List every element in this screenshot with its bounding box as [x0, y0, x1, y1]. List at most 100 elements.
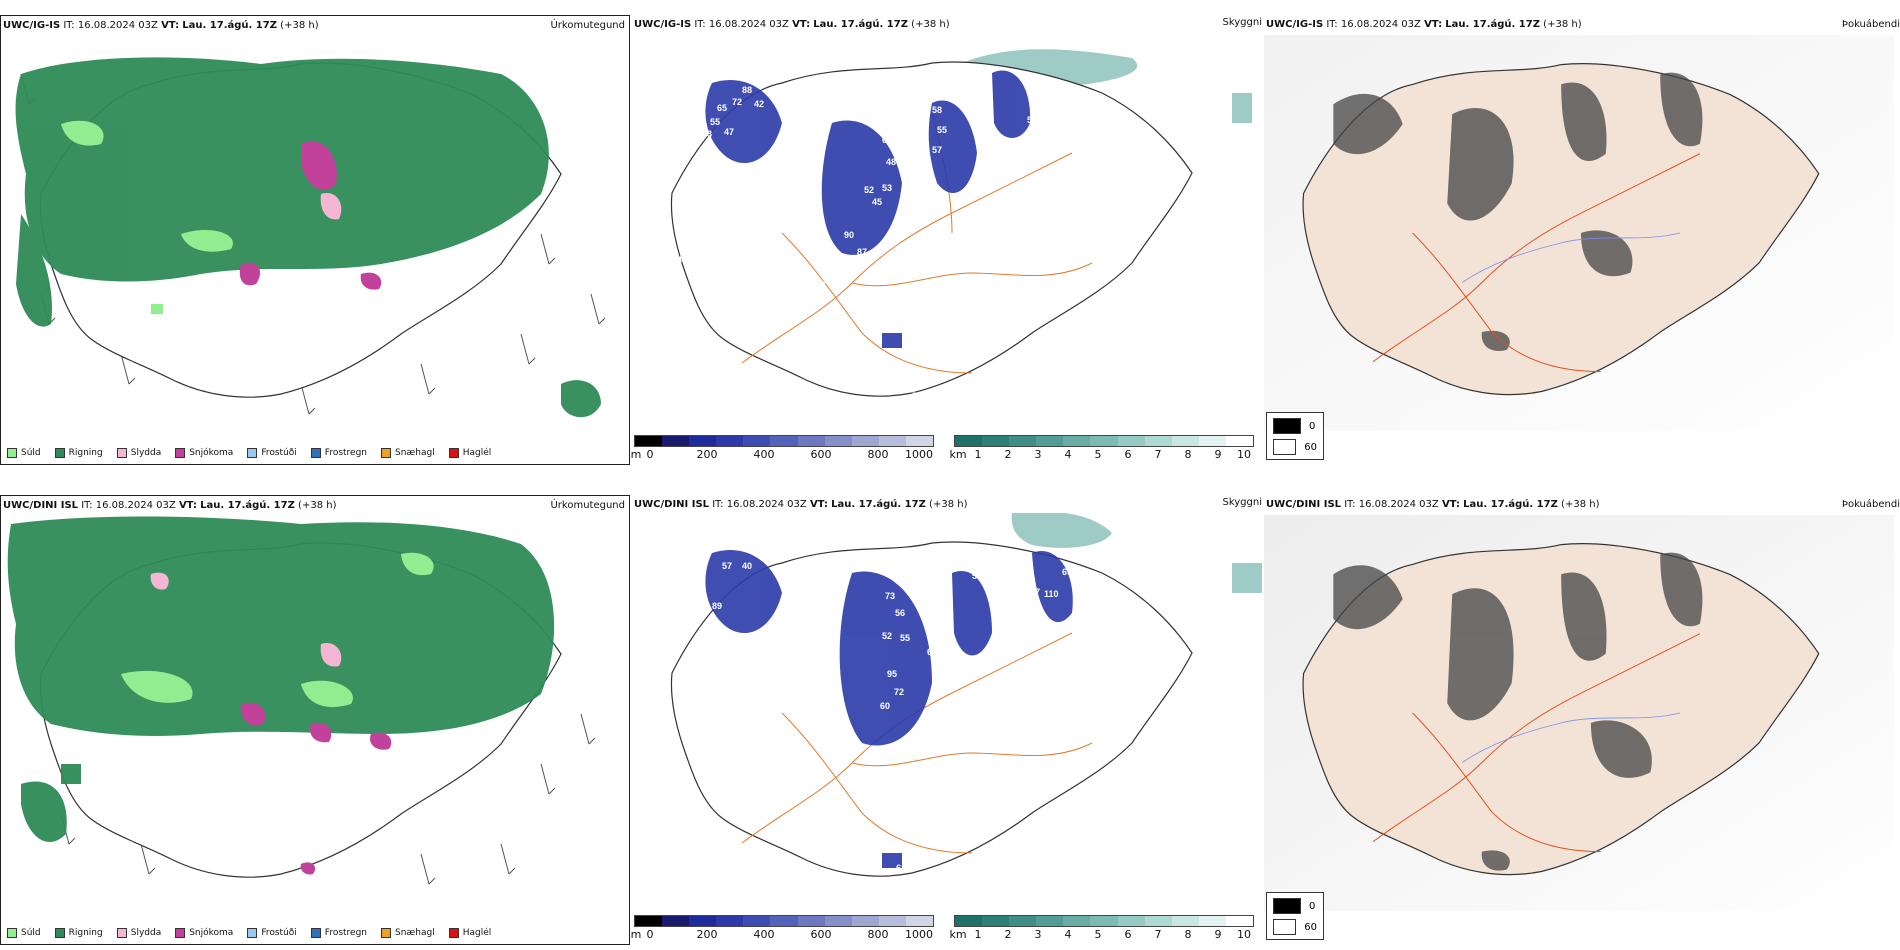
colorbar-tick: 4	[1064, 448, 1072, 461]
colorbar-tick: 9	[1214, 448, 1222, 461]
cloud-height-label: 110	[937, 225, 952, 235]
cloud-height-label: 59	[847, 265, 857, 275]
cloud-height-label: 95	[887, 669, 897, 679]
cloud-height-label: 89	[712, 601, 722, 611]
cloud-height-label: 57	[932, 145, 942, 155]
cloud-height-label: 80	[1042, 665, 1052, 675]
cloud-height-colorbar: m 0 200 400 600 800 1000	[630, 915, 934, 943]
colorbar-tick: 7	[1154, 448, 1162, 461]
fog-legend-label: 60	[1304, 441, 1317, 453]
cloud-height-label: 35	[672, 680, 682, 690]
legend-item: Frostúði	[247, 928, 297, 938]
cloud-height-label: 62	[896, 863, 906, 873]
cloud-height-label: 70	[894, 395, 904, 405]
precip-type-panel-2: UWC/DINI ISL IT: 16.08.2024 03Z VT: Lau.…	[0, 495, 630, 945]
cloud-height-label: 58	[932, 105, 942, 115]
visibility-map: 86 57 40 64 89 73 48 45 51 44 69 40 56 5…	[670, 513, 1262, 877]
cloud-height-label: 42	[754, 99, 764, 109]
cloud-height-label: 90	[844, 230, 854, 240]
cloud-height-label: 64	[797, 591, 807, 601]
fog-shading	[1333, 72, 1703, 351]
cloud-height-label: 96	[1050, 715, 1060, 725]
cloud-height-label: 55	[937, 125, 947, 135]
visibility-colorbar: km 1 2 3 4 5 6 7 8 9 10	[949, 915, 1254, 943]
fog-index-legend-2: 0 60	[1266, 892, 1324, 940]
cloud-height-label: 47	[724, 127, 734, 137]
cloud-height-label: 51	[972, 571, 982, 581]
cloud-height-label: 69	[900, 207, 910, 217]
panel-product-label: Skyggni	[1222, 17, 1262, 28]
cloud-height-label: 52	[882, 631, 892, 641]
fog-legend-label: 60	[1304, 921, 1317, 933]
snow-areas	[240, 702, 392, 875]
colorbar-tick: 0	[646, 928, 654, 941]
fog-legend-label: 0	[1309, 900, 1316, 912]
panel-title: UWC/DINI ISL IT: 16.08.2024 03Z VT: Lau.…	[1266, 499, 1600, 510]
cloud-height-label: 60	[880, 701, 890, 711]
cloud-height-label: 62	[1067, 137, 1077, 147]
fog-index-panel-1: UWC/IG-IS IT: 16.08.2024 03Z VT: Lau. 17…	[1264, 15, 1900, 465]
precip-type-legend: Súld Rigning Slydda Snjókoma Frostúði Fr…	[7, 448, 491, 458]
colorbar-tick: 800	[867, 928, 889, 941]
iceland-coastline	[1302, 543, 1820, 876]
cloud-height-label: 72	[732, 97, 742, 107]
colorbar-tick: 5	[1094, 928, 1102, 941]
cloud-height-label: 59	[822, 275, 832, 285]
road-network	[1372, 633, 1701, 853]
colorbar-tick: 8	[1184, 928, 1192, 941]
fog-index-map	[1264, 514, 1894, 912]
colorbar-tick: 3	[1034, 928, 1042, 941]
sea-fog-areas	[1011, 513, 1262, 593]
cloud-height-label: 50	[1027, 115, 1037, 125]
visibility-panel-2: UWC/DINI ISL IT: 16.08.2024 03Z VT: Lau.…	[630, 495, 1262, 945]
cloud-height-label: 88	[992, 720, 1002, 730]
colorbar-tick: 7	[1154, 928, 1162, 941]
cloud-height-label: 44	[1014, 571, 1024, 581]
colorbar-tick: 10	[1237, 928, 1251, 941]
colorbar-tick: 5	[1094, 448, 1102, 461]
cloud-height-label: 61	[1062, 103, 1072, 113]
road-network	[741, 112, 1093, 374]
cloud-height-label: 48	[922, 580, 932, 590]
cloud-height-label: 87	[857, 247, 867, 257]
cloud-height-label: 61	[927, 647, 937, 657]
visibility-map: 88 72 42 65 55 47 53 61 54 55 67 48 46 5…	[670, 49, 1252, 405]
cloud-height-label: 65	[717, 103, 727, 113]
drizzle-areas	[121, 552, 434, 708]
cloud-height-label: 80	[922, 207, 932, 217]
colorbar-tick: 2	[1004, 448, 1012, 461]
panel-product-label: Úrkomutegund	[550, 500, 625, 511]
colorbar-tick: 400	[753, 928, 775, 941]
sleet-areas	[320, 193, 342, 220]
cloud-height-label: 105	[1102, 589, 1117, 599]
colorbar-tick: 1000	[905, 928, 933, 941]
legend-item: Frostregn	[310, 928, 367, 938]
fog-index-panel-2: UWC/DINI ISL IT: 16.08.2024 03Z VT: Lau.…	[1264, 495, 1900, 945]
legend-item: Slydda	[116, 448, 161, 458]
iceland-coastline	[670, 61, 1193, 397]
cloud-height-label: 46	[894, 143, 904, 153]
cloud-height-label: 87	[1030, 587, 1040, 597]
panel-title: UWC/DINI ISL IT: 16.08.2024 03Z VT: Lau.…	[634, 499, 968, 510]
colorbar-tick: 3	[1034, 448, 1042, 461]
cloud-height-label: 88	[742, 85, 752, 95]
cloud-height-label: 55	[797, 133, 807, 143]
cloud-height-label: 58	[942, 677, 952, 687]
colorbar-tick: 10	[1237, 448, 1251, 461]
panel-title: UWC/IG-IS IT: 16.08.2024 03Z VT: Lau. 17…	[634, 19, 950, 30]
colorbar-unit: m	[630, 928, 642, 941]
panel-product-label: Úrkomutegund	[550, 20, 625, 31]
colorbar-tick: 1	[974, 928, 982, 941]
low-cloud-areas	[705, 70, 1031, 348]
colorbar-tick: 400	[753, 448, 775, 461]
colorbar-tick: 4	[1064, 928, 1072, 941]
colorbar-tick: 800	[867, 448, 889, 461]
drizzle-areas	[61, 120, 233, 314]
rain-areas	[15, 57, 601, 418]
iceland-coastline	[1302, 63, 1820, 396]
legend-item: Súld	[7, 448, 41, 458]
colorbar-tick: 200	[696, 448, 718, 461]
panel-product-label: Þokuábendi	[1841, 499, 1900, 510]
precip-type-map	[15, 57, 606, 418]
precip-type-map	[7, 516, 596, 885]
